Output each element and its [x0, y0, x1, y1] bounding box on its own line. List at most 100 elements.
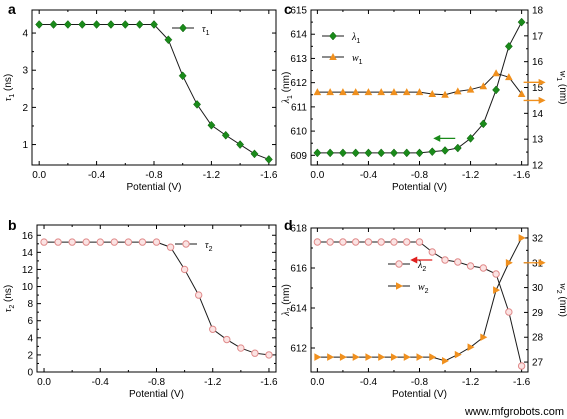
data-point	[505, 308, 513, 316]
y2-axis-label-symbol: w	[557, 283, 567, 290]
data-point	[428, 248, 436, 256]
legend-entry: λ2	[388, 260, 426, 273]
data-point	[351, 148, 360, 158]
series-line	[317, 21, 523, 154]
x-tick-label: -1.2	[204, 377, 222, 388]
arrow-head	[538, 259, 546, 267]
arrow-head	[410, 256, 418, 264]
data-point	[378, 353, 386, 361]
y-tick-label: 614	[290, 304, 307, 315]
data-point	[152, 238, 161, 246]
y-axis-label: λ1 (nm)	[281, 72, 294, 105]
data-point	[237, 344, 245, 352]
arrow-head	[538, 96, 546, 104]
data-point	[454, 350, 462, 359]
data-point	[517, 89, 526, 97]
x-tick-label: -1.2	[203, 170, 221, 181]
arrow-left	[433, 134, 456, 142]
series-τ2	[40, 238, 273, 359]
plot-frame	[310, 227, 529, 373]
legend-label: w1	[352, 53, 363, 66]
data-point	[327, 353, 335, 361]
y2-axis-label: w1 (nm)	[555, 71, 567, 105]
y-tick-label: 610	[290, 127, 307, 138]
data-point	[518, 234, 526, 242]
x-tick-label: -1.6	[513, 170, 531, 181]
data-point	[180, 265, 189, 274]
legend-label-subscript: 1	[356, 38, 360, 45]
data-point	[365, 353, 373, 361]
data-point	[517, 362, 526, 370]
y-axis-label-symbol: λ	[281, 311, 292, 317]
x-axis-label: Potential (V)	[392, 182, 447, 193]
data-point	[429, 353, 437, 361]
y-tick-label: 6	[27, 316, 33, 327]
data-point	[415, 238, 424, 246]
y-tick-label: 609	[290, 151, 307, 162]
x-axis-label: Potential (V)	[129, 389, 184, 400]
data-point	[236, 140, 245, 149]
series-line	[39, 23, 270, 160]
data-point	[92, 20, 101, 29]
data-point	[250, 149, 259, 159]
y2-tick-label: 14	[532, 109, 544, 120]
data-point	[364, 148, 373, 158]
y-tick-label: 12	[22, 265, 34, 276]
data-point	[377, 148, 386, 158]
data-point	[441, 256, 449, 264]
legend-label-subscript: 1	[206, 30, 210, 37]
x-tick-label: -0.4	[92, 377, 110, 388]
data-point	[166, 243, 175, 251]
data-point	[466, 85, 475, 93]
y-tick-label: 4	[27, 333, 33, 344]
data-point	[416, 353, 424, 361]
data-point	[193, 100, 201, 109]
y2-tick-label: 32	[532, 233, 544, 244]
legend-label: τ2	[205, 240, 213, 253]
panel-c: c 0.0 -0.4 -0.8 -1.2 -1.6 609 610 611 612 613 614 61…	[281, 1, 567, 193]
data-point	[390, 88, 398, 96]
y-axis-label-symbol: λ	[281, 98, 292, 104]
y-tick-label: 1	[22, 140, 28, 151]
data-point	[415, 88, 424, 96]
data-point	[453, 143, 462, 153]
y2-axis-label-subscript: 2	[555, 290, 562, 294]
data-point	[479, 264, 488, 272]
data-point	[314, 353, 322, 361]
legend-marker	[179, 23, 187, 33]
data-point	[339, 88, 347, 96]
y-tick-label: 615	[290, 6, 307, 17]
series-τ1	[35, 20, 273, 164]
panel-letter: b	[8, 217, 17, 233]
data-point	[390, 353, 398, 361]
y-tick-label: 14	[22, 248, 34, 259]
y2-tick-label: 16	[532, 57, 544, 68]
y2-axis-label-symbol: w	[557, 71, 567, 78]
data-point	[265, 351, 273, 359]
series-w1	[313, 69, 526, 98]
y-axis-label-symbol: τ	[3, 97, 14, 101]
data-point	[403, 238, 411, 246]
data-point	[493, 286, 501, 294]
data-point	[415, 148, 424, 158]
x-tick-label: -1.2	[462, 377, 480, 388]
data-point	[504, 41, 513, 51]
x-tick-label: 0.0	[37, 377, 51, 388]
data-point	[313, 238, 322, 246]
legend-entry: τ2	[175, 240, 213, 253]
y-tick-label: 16	[22, 231, 34, 242]
data-point	[40, 238, 48, 246]
x-tick-label: 0.0	[32, 170, 46, 181]
data-point	[326, 148, 335, 158]
x-axis-label: Potential (V)	[126, 182, 181, 193]
data-point	[96, 238, 104, 246]
x-tick-label: -0.4	[88, 170, 106, 181]
y-axis-label-unit: (nm)	[281, 72, 292, 95]
series-w2	[314, 234, 526, 365]
legend-label-subscript: 1	[359, 59, 363, 66]
y-axis-label: τ1 (ns)	[3, 74, 16, 102]
data-point	[339, 353, 347, 361]
panel-letter: c	[284, 1, 292, 17]
x-tick-label: -0.8	[411, 170, 429, 181]
y-tick-label: 10	[22, 282, 34, 293]
